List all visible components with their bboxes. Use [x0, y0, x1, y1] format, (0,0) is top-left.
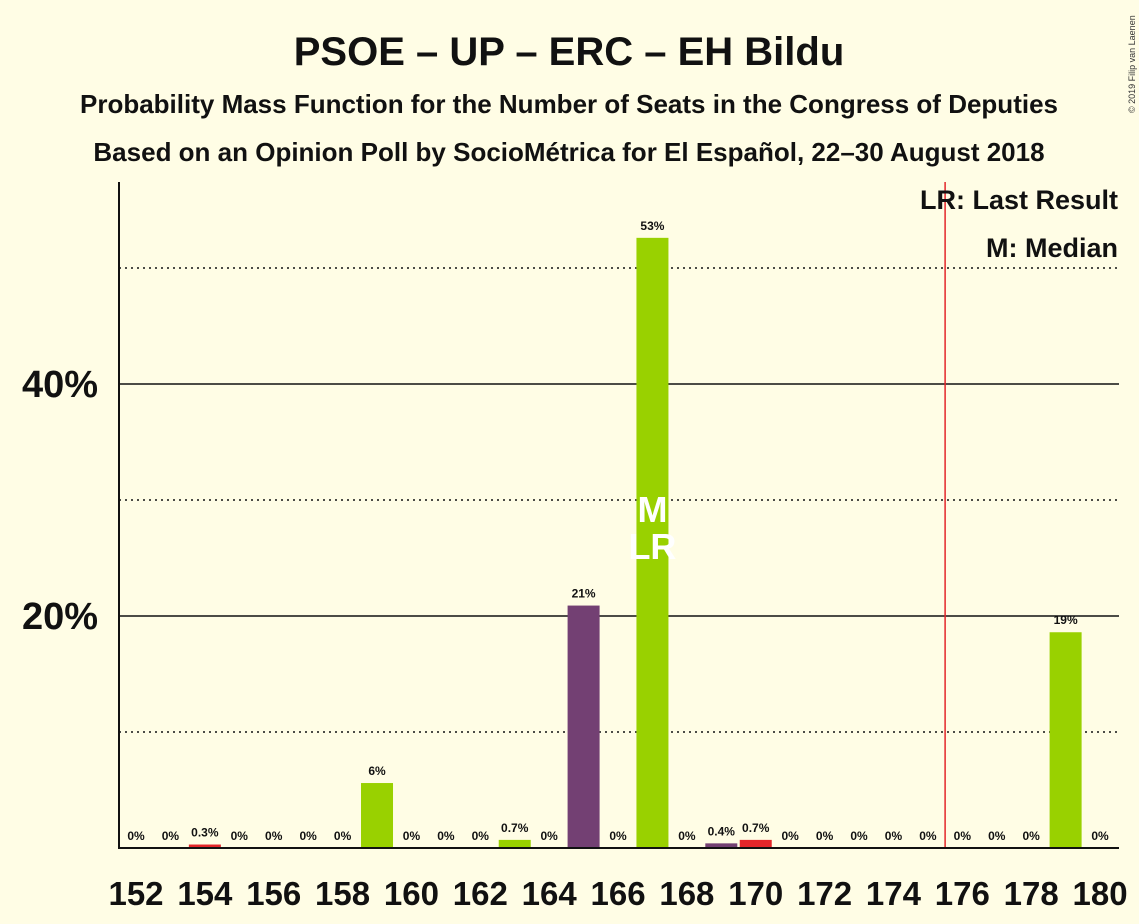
bar-seat-154	[188, 844, 221, 848]
data-label-seat-177: 0%	[988, 829, 1006, 843]
data-label-seat-179: 19%	[1054, 613, 1078, 627]
data-label-seat-165: 21%	[572, 587, 596, 601]
median-marker: M	[637, 489, 667, 530]
legend-last-result: LR: Last Result	[920, 185, 1118, 215]
x-tick-label: 152	[108, 875, 163, 912]
data-label-seat-180: 0%	[1091, 829, 1109, 843]
data-label-seat-164: 0%	[540, 829, 558, 843]
data-label-seat-170: 0.7%	[742, 821, 770, 835]
data-label-seat-153: 0%	[162, 829, 180, 843]
legend: LR: Last Result M: Median	[920, 185, 1118, 263]
y-tick-label: 20%	[22, 596, 98, 638]
data-label-seat-161: 0%	[437, 829, 455, 843]
x-tick-label: 176	[935, 875, 990, 912]
axes-group: 20% 40% 152 154 156 158 160 162 164 166 168 170 172 1…	[22, 182, 1128, 912]
data-label-seat-174: 0%	[885, 829, 903, 843]
y-tick-label: 40%	[22, 364, 98, 406]
data-label-seat-152: 0%	[127, 829, 145, 843]
data-labels-group: 0% 0% 0.3% 0% 0% 0% 0% 6% 0% 0% 0% 0.7% 0% 21% 0% 53% 0%…	[127, 219, 1109, 843]
x-tick-label: 162	[453, 875, 508, 912]
data-label-seat-160: 0%	[403, 829, 421, 843]
x-tick-label: 158	[315, 875, 370, 912]
data-label-seat-157: 0%	[299, 829, 317, 843]
chart-title: PSOE – UP – ERC – EH Bildu	[294, 30, 845, 74]
data-label-seat-155: 0%	[231, 829, 249, 843]
data-label-seat-171: 0%	[781, 829, 799, 843]
data-label-seat-168: 0%	[678, 829, 696, 843]
x-tick-label: 160	[384, 875, 439, 912]
data-label-seat-166: 0%	[609, 829, 627, 843]
data-label-seat-176: 0%	[954, 829, 972, 843]
data-label-seat-159: 6%	[368, 764, 386, 778]
data-label-seat-173: 0%	[850, 829, 868, 843]
gridlines	[119, 267, 1119, 733]
data-label-seat-162: 0%	[472, 829, 490, 843]
bar-seat-165	[567, 605, 600, 848]
bar-seat-179	[1049, 632, 1082, 848]
x-tick-label: 166	[590, 875, 645, 912]
x-tick-label: 164	[522, 875, 578, 912]
data-label-seat-156: 0%	[265, 829, 283, 843]
bar-seat-170	[739, 839, 772, 848]
x-tick-label: 174	[866, 875, 922, 912]
data-label-seat-169: 0.4%	[708, 824, 736, 838]
bar-seat-163	[498, 839, 531, 848]
chart-subtitle: Probability Mass Function for the Number…	[80, 89, 1058, 119]
x-tick-label: 168	[659, 875, 714, 912]
data-label-seat-178: 0%	[1023, 829, 1041, 843]
x-tick-label: 154	[177, 875, 233, 912]
x-tick-label: 178	[1004, 875, 1059, 912]
x-tick-label: 156	[246, 875, 301, 912]
bar-seat-167	[636, 237, 669, 849]
last-result-marker: LR	[628, 526, 676, 567]
x-tick-label: 170	[728, 875, 783, 912]
chart-subtitle-source: Based on an Opinion Poll by SocioMétrica…	[93, 137, 1044, 167]
data-label-seat-175: 0%	[919, 829, 937, 843]
x-tick-label: 172	[797, 875, 852, 912]
data-label-seat-163: 0.7%	[501, 821, 529, 835]
bar-seat-159	[361, 783, 394, 848]
copyright-notice: © 2019 Filip van Laenen	[1127, 15, 1137, 113]
x-tick-label: 180	[1073, 875, 1128, 912]
data-label-seat-172: 0%	[816, 829, 834, 843]
data-label-seat-158: 0%	[334, 829, 352, 843]
markers-group: MLR	[628, 182, 946, 848]
legend-median: M: Median	[986, 233, 1118, 263]
data-label-seat-167: 53%	[640, 219, 664, 233]
bars-group	[188, 237, 1082, 849]
bar-seat-169	[705, 843, 738, 848]
data-label-seat-154: 0.3%	[191, 826, 219, 840]
